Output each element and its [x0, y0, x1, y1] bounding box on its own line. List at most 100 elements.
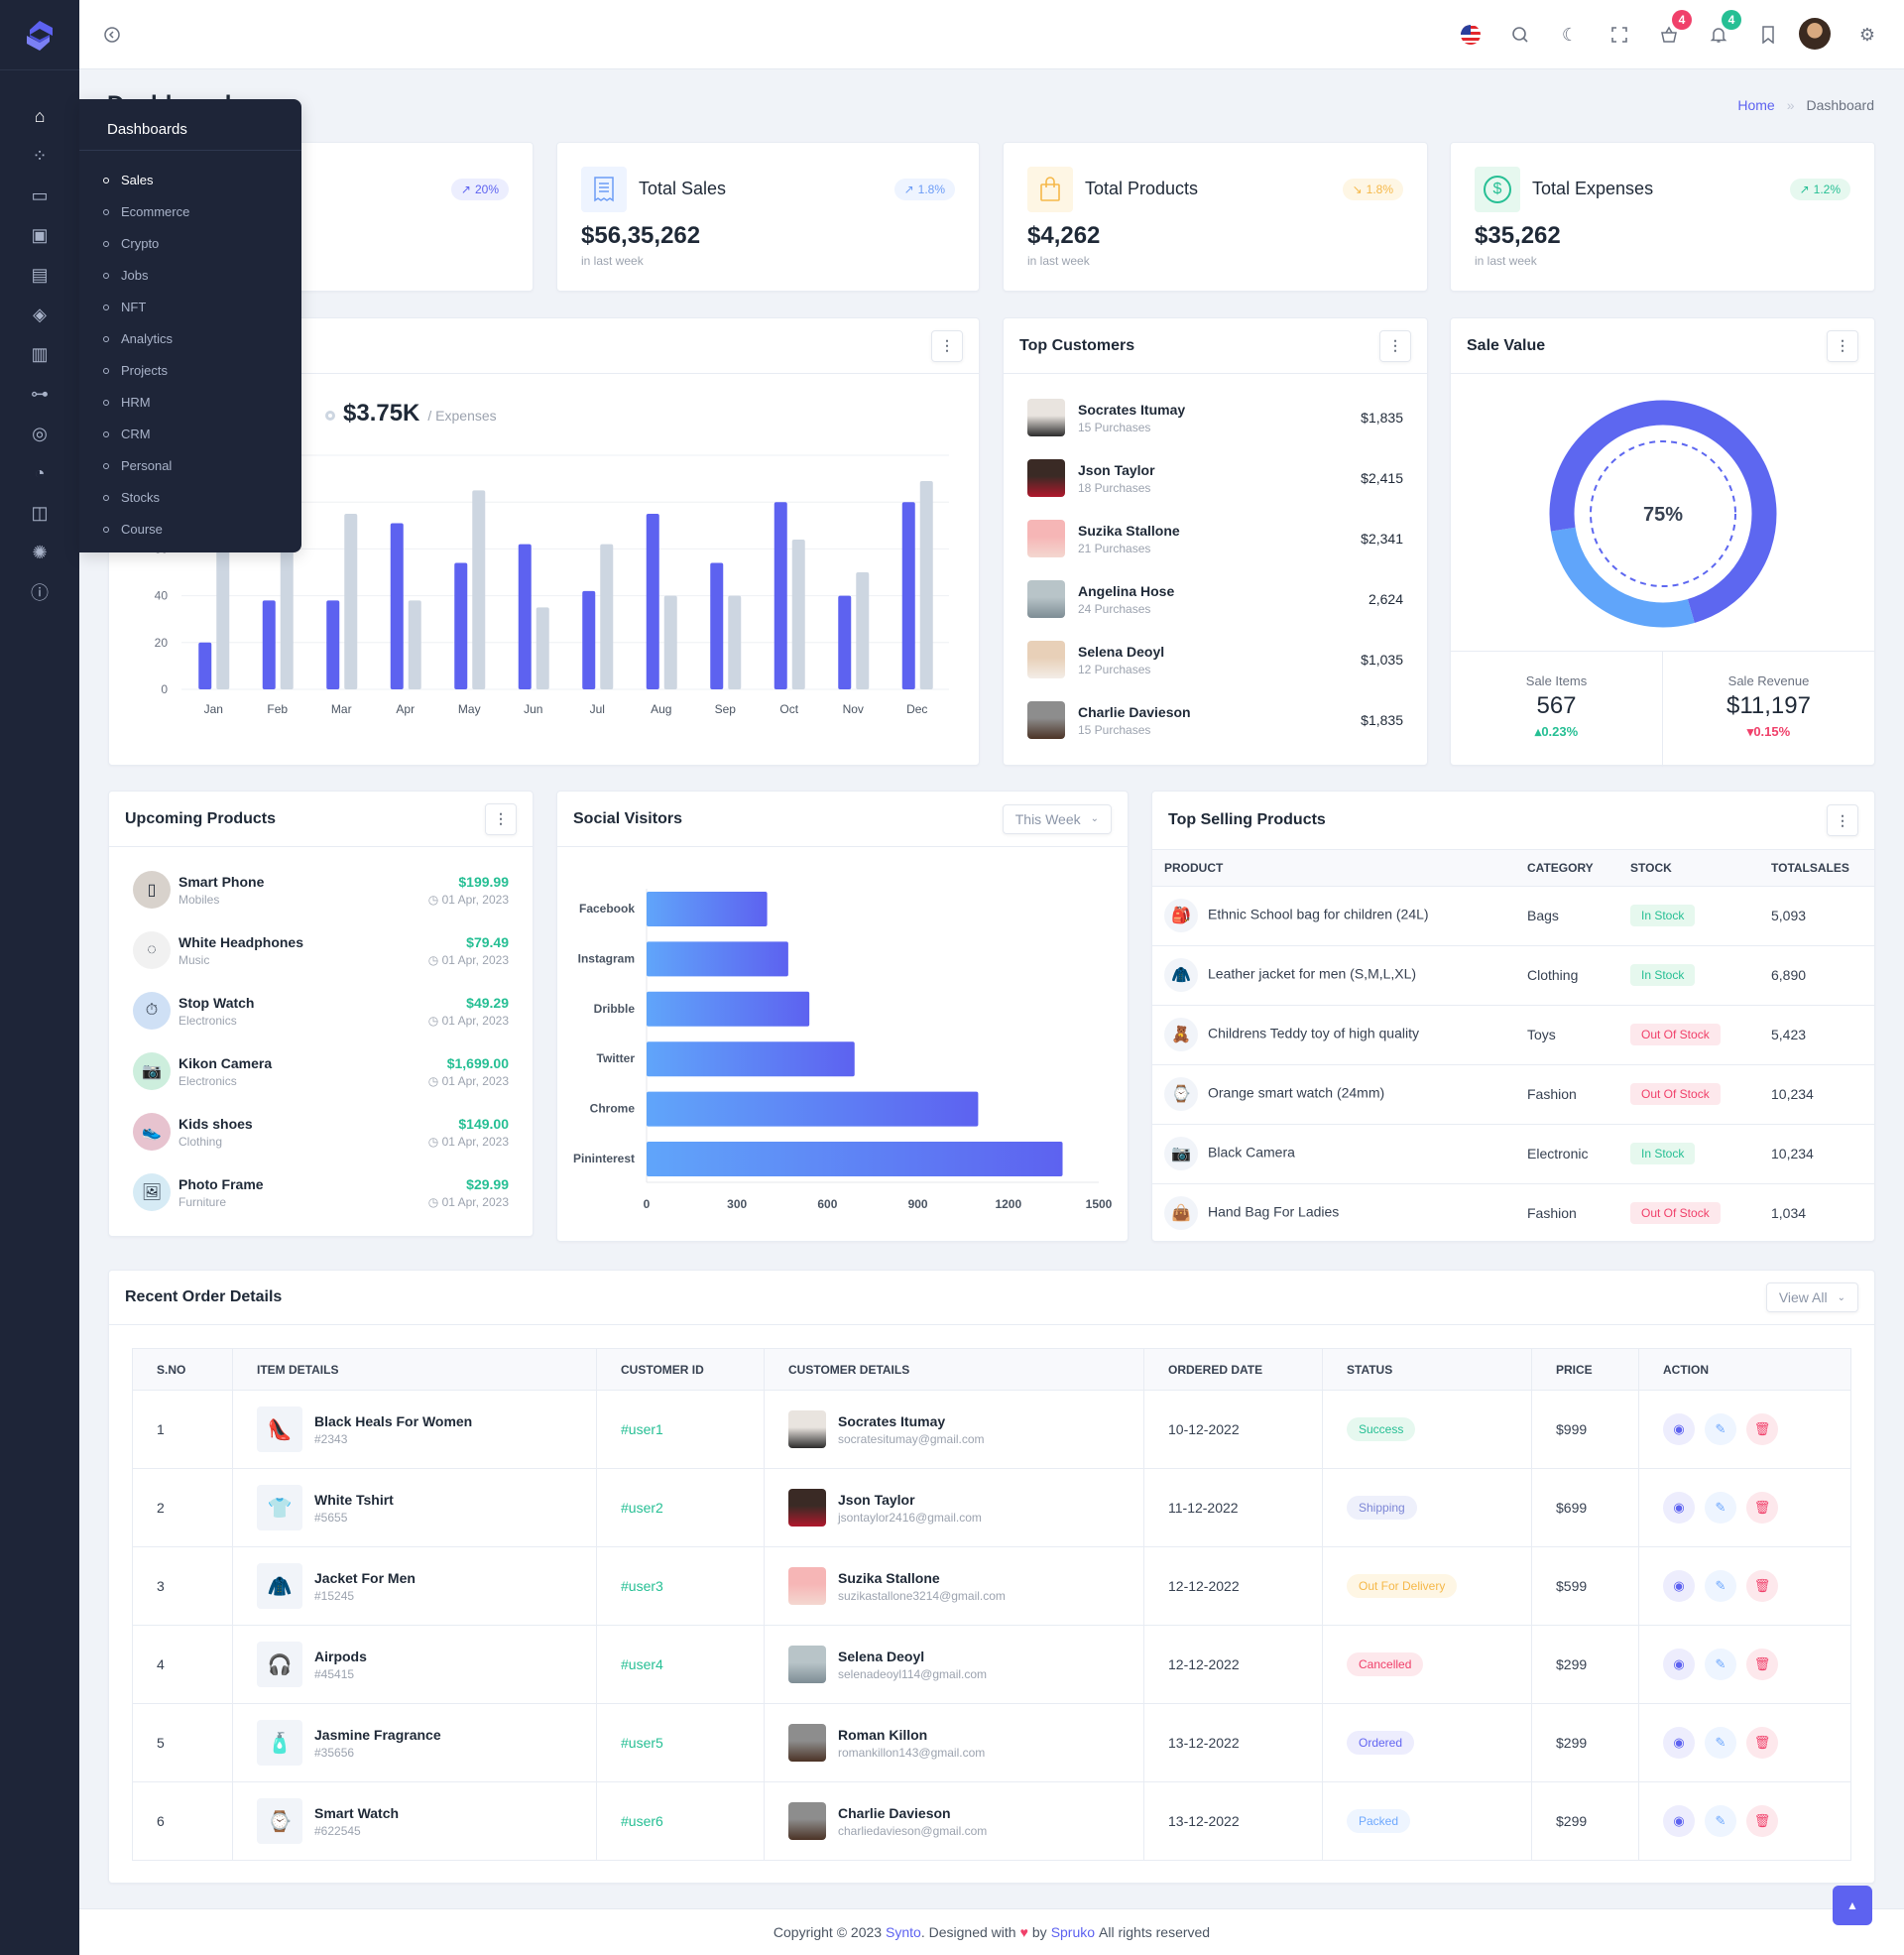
alert-icon[interactable]: ⓘ	[31, 583, 49, 603]
dashboards-flyout-menu: Dashboards Sales Ecommerce Crypto Jobs NFT An…	[79, 99, 301, 552]
flyout-item-analytics[interactable]: Analytics	[103, 331, 173, 346]
upcoming-product-row[interactable]: 👟 Kids shoes Clothing $149.00 ◷ 01 Apr, 20…	[133, 1111, 509, 1153]
edit-icon[interactable]: ✎	[1705, 1649, 1736, 1680]
file-icon[interactable]: ▤	[31, 264, 49, 285]
flyout-item-crypto[interactable]: Crypto	[103, 236, 159, 251]
more-options-button[interactable]: ⋮	[1379, 329, 1411, 362]
customer-avatar	[788, 1410, 826, 1448]
flyout-item-projects[interactable]: Projects	[103, 363, 168, 378]
card-title: Upcoming Products	[125, 809, 277, 827]
fullscreen-icon[interactable]	[1606, 22, 1632, 48]
customer-row[interactable]: Charlie Davieson 15 Purchases $1,835	[1027, 700, 1403, 740]
back-icon[interactable]	[99, 22, 125, 48]
upcoming-product-row[interactable]: ▯ Smart Phone Mobiles $199.99 ◷ 01 Apr, 20…	[133, 869, 509, 911]
x-tick-label: Feb	[267, 702, 288, 716]
bell-icon[interactable]: 4	[1706, 10, 1741, 48]
table-row[interactable]: 👜 Hand Bag For Ladies Fashion Out Of Stoc…	[1152, 1183, 1874, 1241]
customer-row[interactable]: Selena Deoyl 12 Purchases $1,035	[1027, 640, 1403, 679]
customer-row[interactable]: Suzika Stallone 21 Purchases $2,341	[1027, 519, 1403, 558]
customer-id[interactable]: #user2	[596, 1468, 765, 1547]
chip-icon[interactable]: ▣	[31, 224, 49, 245]
edit-icon[interactable]: ✎	[1705, 1570, 1736, 1602]
layers-icon[interactable]: ◈	[33, 304, 47, 324]
upcoming-product-row[interactable]: ⏱ Stop Watch Electronics $49.29 ◷ 01 Apr, …	[133, 990, 509, 1032]
customer-row[interactable]: Json Taylor 18 Purchases $2,415	[1027, 458, 1403, 498]
footer-company-link[interactable]: Spruko	[1050, 1924, 1096, 1940]
flyout-item-course[interactable]: Course	[103, 522, 163, 537]
delete-icon[interactable]: 🗑	[1746, 1492, 1778, 1524]
period-select[interactable]: This Week ⌄	[1002, 803, 1112, 834]
order-sno: 1	[132, 1390, 233, 1469]
table-row[interactable]: 🎒 Ethnic School bag for children (24L) Ba…	[1152, 886, 1874, 946]
flyout-item-nft[interactable]: NFT	[103, 300, 146, 314]
view-icon[interactable]: ◉	[1663, 1413, 1695, 1445]
edit-icon[interactable]: ✎	[1705, 1727, 1736, 1759]
flyout-item-hrm[interactable]: HRM	[103, 395, 151, 410]
report-icon[interactable]: ▥	[31, 343, 49, 364]
edit-icon[interactable]: ✎	[1705, 1492, 1736, 1524]
customer-id[interactable]: #user4	[596, 1625, 765, 1704]
home-icon[interactable]: ⌂	[34, 105, 46, 126]
avatar[interactable]	[1799, 18, 1831, 50]
upcoming-product-row[interactable]: 🖼 Photo Frame Furniture $29.99 ◷ 01 Apr, 2…	[133, 1171, 509, 1213]
customer-purchases: 24 Purchases	[1078, 601, 1151, 616]
book-icon[interactable]: ◫	[31, 502, 49, 523]
customer-row[interactable]: Socrates Itumay 15 Purchases $1,835	[1027, 398, 1403, 437]
delete-icon[interactable]: 🗑	[1746, 1727, 1778, 1759]
dollar-circle-icon: $	[1475, 167, 1520, 212]
view-icon[interactable]: ◉	[1663, 1805, 1695, 1837]
release-date: 01 Apr, 2023	[441, 952, 509, 967]
gear-icon[interactable]: ⚙	[1858, 24, 1876, 45]
footer-brand-link[interactable]: Synto	[886, 1924, 921, 1940]
chevron-down-icon: ⌄	[1837, 1291, 1845, 1303]
cart-icon[interactable]: 4	[1656, 10, 1692, 48]
customer-row[interactable]: Angelina Hose 24 Purchases 2,624	[1027, 579, 1403, 619]
apps-icon[interactable]: ⁘	[32, 145, 48, 166]
inbox-icon[interactable]: ▭	[31, 184, 49, 205]
more-options-button[interactable]: ⋮	[1827, 329, 1858, 362]
customer-id[interactable]: #user6	[596, 1781, 765, 1861]
scroll-to-top-button[interactable]: ▲	[1833, 1886, 1872, 1925]
delete-icon[interactable]: 🗑	[1746, 1805, 1778, 1837]
view-icon[interactable]: ◉	[1663, 1492, 1695, 1524]
search-icon[interactable]	[1507, 22, 1533, 48]
edit-icon[interactable]: ✎	[1705, 1805, 1736, 1837]
flyout-item-personal[interactable]: Personal	[103, 458, 172, 473]
table-row[interactable]: 📷 Black Camera Electronic In Stock 10,234	[1152, 1124, 1874, 1184]
order-sno: 2	[132, 1468, 233, 1547]
flyout-item-ecommerce[interactable]: Ecommerce	[103, 204, 189, 219]
bookmark-icon[interactable]	[1755, 22, 1781, 48]
delete-icon[interactable]: 🗑	[1746, 1570, 1778, 1602]
flyout-item-jobs[interactable]: Jobs	[103, 268, 148, 283]
table-row[interactable]: 🧥 Leather jacket for men (S,M,L,XL) Cloth…	[1152, 945, 1874, 1006]
delete-icon[interactable]: 🗑	[1746, 1649, 1778, 1680]
customer-id[interactable]: #user1	[596, 1390, 765, 1469]
table-row[interactable]: 🧸 Childrens Teddy toy of high quality Toy…	[1152, 1005, 1874, 1065]
aperture-icon[interactable]: ✺	[32, 542, 48, 562]
view-icon[interactable]: ◉	[1663, 1570, 1695, 1602]
delete-icon[interactable]: 🗑	[1746, 1413, 1778, 1445]
flyout-item-sales[interactable]: Sales	[103, 173, 154, 187]
breadcrumb-home[interactable]: Home	[1737, 97, 1775, 113]
view-all-dropdown[interactable]: View All ⌄	[1765, 1283, 1858, 1312]
flag-us-icon[interactable]	[1458, 22, 1484, 48]
view-icon[interactable]: ◉	[1663, 1727, 1695, 1759]
flyout-item-stocks[interactable]: Stocks	[103, 490, 160, 505]
customer-id[interactable]: #user3	[596, 1546, 765, 1626]
more-options-button[interactable]: ⋮	[931, 329, 963, 362]
moon-icon[interactable]: ☾	[1561, 24, 1579, 45]
table-row[interactable]: ⌚ Orange smart watch (24mm) Fashion Out O…	[1152, 1064, 1874, 1125]
upcoming-product-row[interactable]: ◌ White Headphones Music $79.49 ◷ 01 Apr, …	[133, 929, 509, 971]
pie-icon[interactable]: ◔	[34, 462, 46, 483]
edit-icon[interactable]: ✎	[1705, 1413, 1736, 1445]
stock-badge: Out Of Stock	[1630, 1202, 1721, 1224]
view-icon[interactable]: ◉	[1663, 1649, 1695, 1680]
upcoming-product-row[interactable]: 📷 Kikon Camera Electronics $1,699.00 ◷ 01 …	[133, 1050, 509, 1092]
more-options-button[interactable]: ⋮	[485, 802, 517, 835]
customer-id[interactable]: #user5	[596, 1703, 765, 1782]
more-options-button[interactable]: ⋮	[1827, 804, 1858, 836]
user-pin-icon[interactable]: ◎	[32, 423, 48, 443]
flyout-item-crm[interactable]: CRM	[103, 427, 151, 441]
logo[interactable]	[22, 18, 58, 54]
tree-icon[interactable]: ⊶	[31, 383, 49, 404]
